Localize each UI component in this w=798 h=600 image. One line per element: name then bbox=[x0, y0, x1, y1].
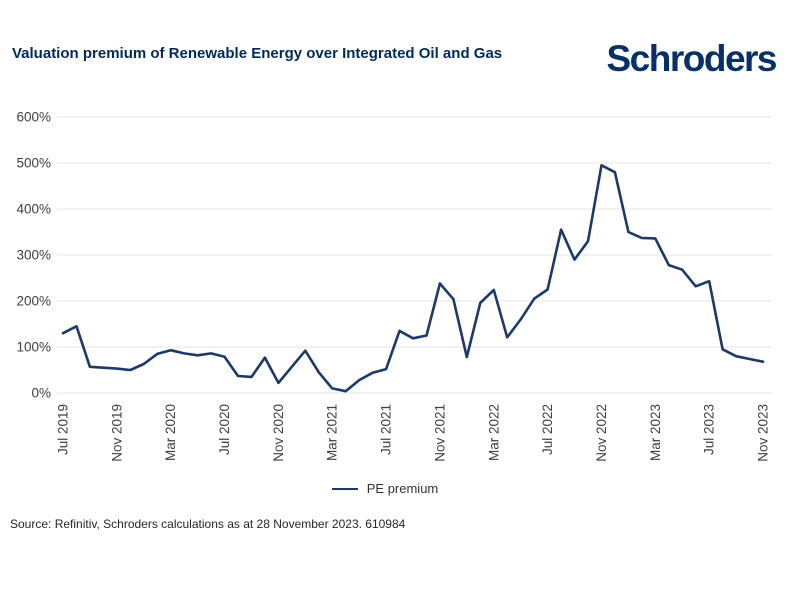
x-axis-label: Nov 2023 bbox=[756, 404, 771, 462]
x-axis-label: Jul 2020 bbox=[217, 404, 232, 455]
x-axis-label: Mar 2020 bbox=[163, 404, 178, 461]
x-axis-label: Mar 2021 bbox=[325, 404, 340, 461]
x-axis-label: Nov 2019 bbox=[109, 404, 124, 462]
pe-premium-line bbox=[61, 164, 765, 393]
pe-premium-legend-line bbox=[331, 487, 358, 490]
chart-legend: PE premium bbox=[0, 481, 770, 496]
y-axis-label: 500% bbox=[16, 156, 51, 171]
source-note: Source: Refinitiv, Schroders calculation… bbox=[10, 517, 406, 531]
x-axis-label: Jul 2023 bbox=[702, 404, 717, 455]
y-axis-label: 200% bbox=[16, 294, 51, 309]
x-axis-label: Nov 2021 bbox=[432, 404, 447, 462]
x-axis-label: Jul 2022 bbox=[540, 404, 555, 455]
chart-title: Valuation premium of Renewable Energy ov… bbox=[12, 45, 503, 62]
x-axis-label: Mar 2023 bbox=[648, 404, 663, 461]
schroders-logo: Schroders bbox=[606, 38, 777, 79]
x-axis-label: Jul 2019 bbox=[56, 404, 71, 455]
x-axis-label: Nov 2022 bbox=[594, 404, 609, 462]
y-axis-label: 100% bbox=[16, 340, 51, 355]
x-axis-label: Mar 2022 bbox=[486, 404, 501, 461]
pe-premium-line-chart: 0% 100% 200% 300% 400% 500% 600% Jul 2019 Nov 20… bbox=[16, 110, 772, 462]
y-axis-label: 300% bbox=[16, 248, 51, 263]
y-axis-label: 400% bbox=[16, 202, 51, 217]
x-axis-label: Nov 2020 bbox=[271, 404, 286, 462]
y-axis-label: 0% bbox=[31, 386, 51, 401]
y-axis-label: 600% bbox=[16, 110, 51, 125]
x-axis-label: Jul 2021 bbox=[379, 404, 394, 455]
pe-premium-legend-label: PE premium bbox=[366, 481, 439, 496]
